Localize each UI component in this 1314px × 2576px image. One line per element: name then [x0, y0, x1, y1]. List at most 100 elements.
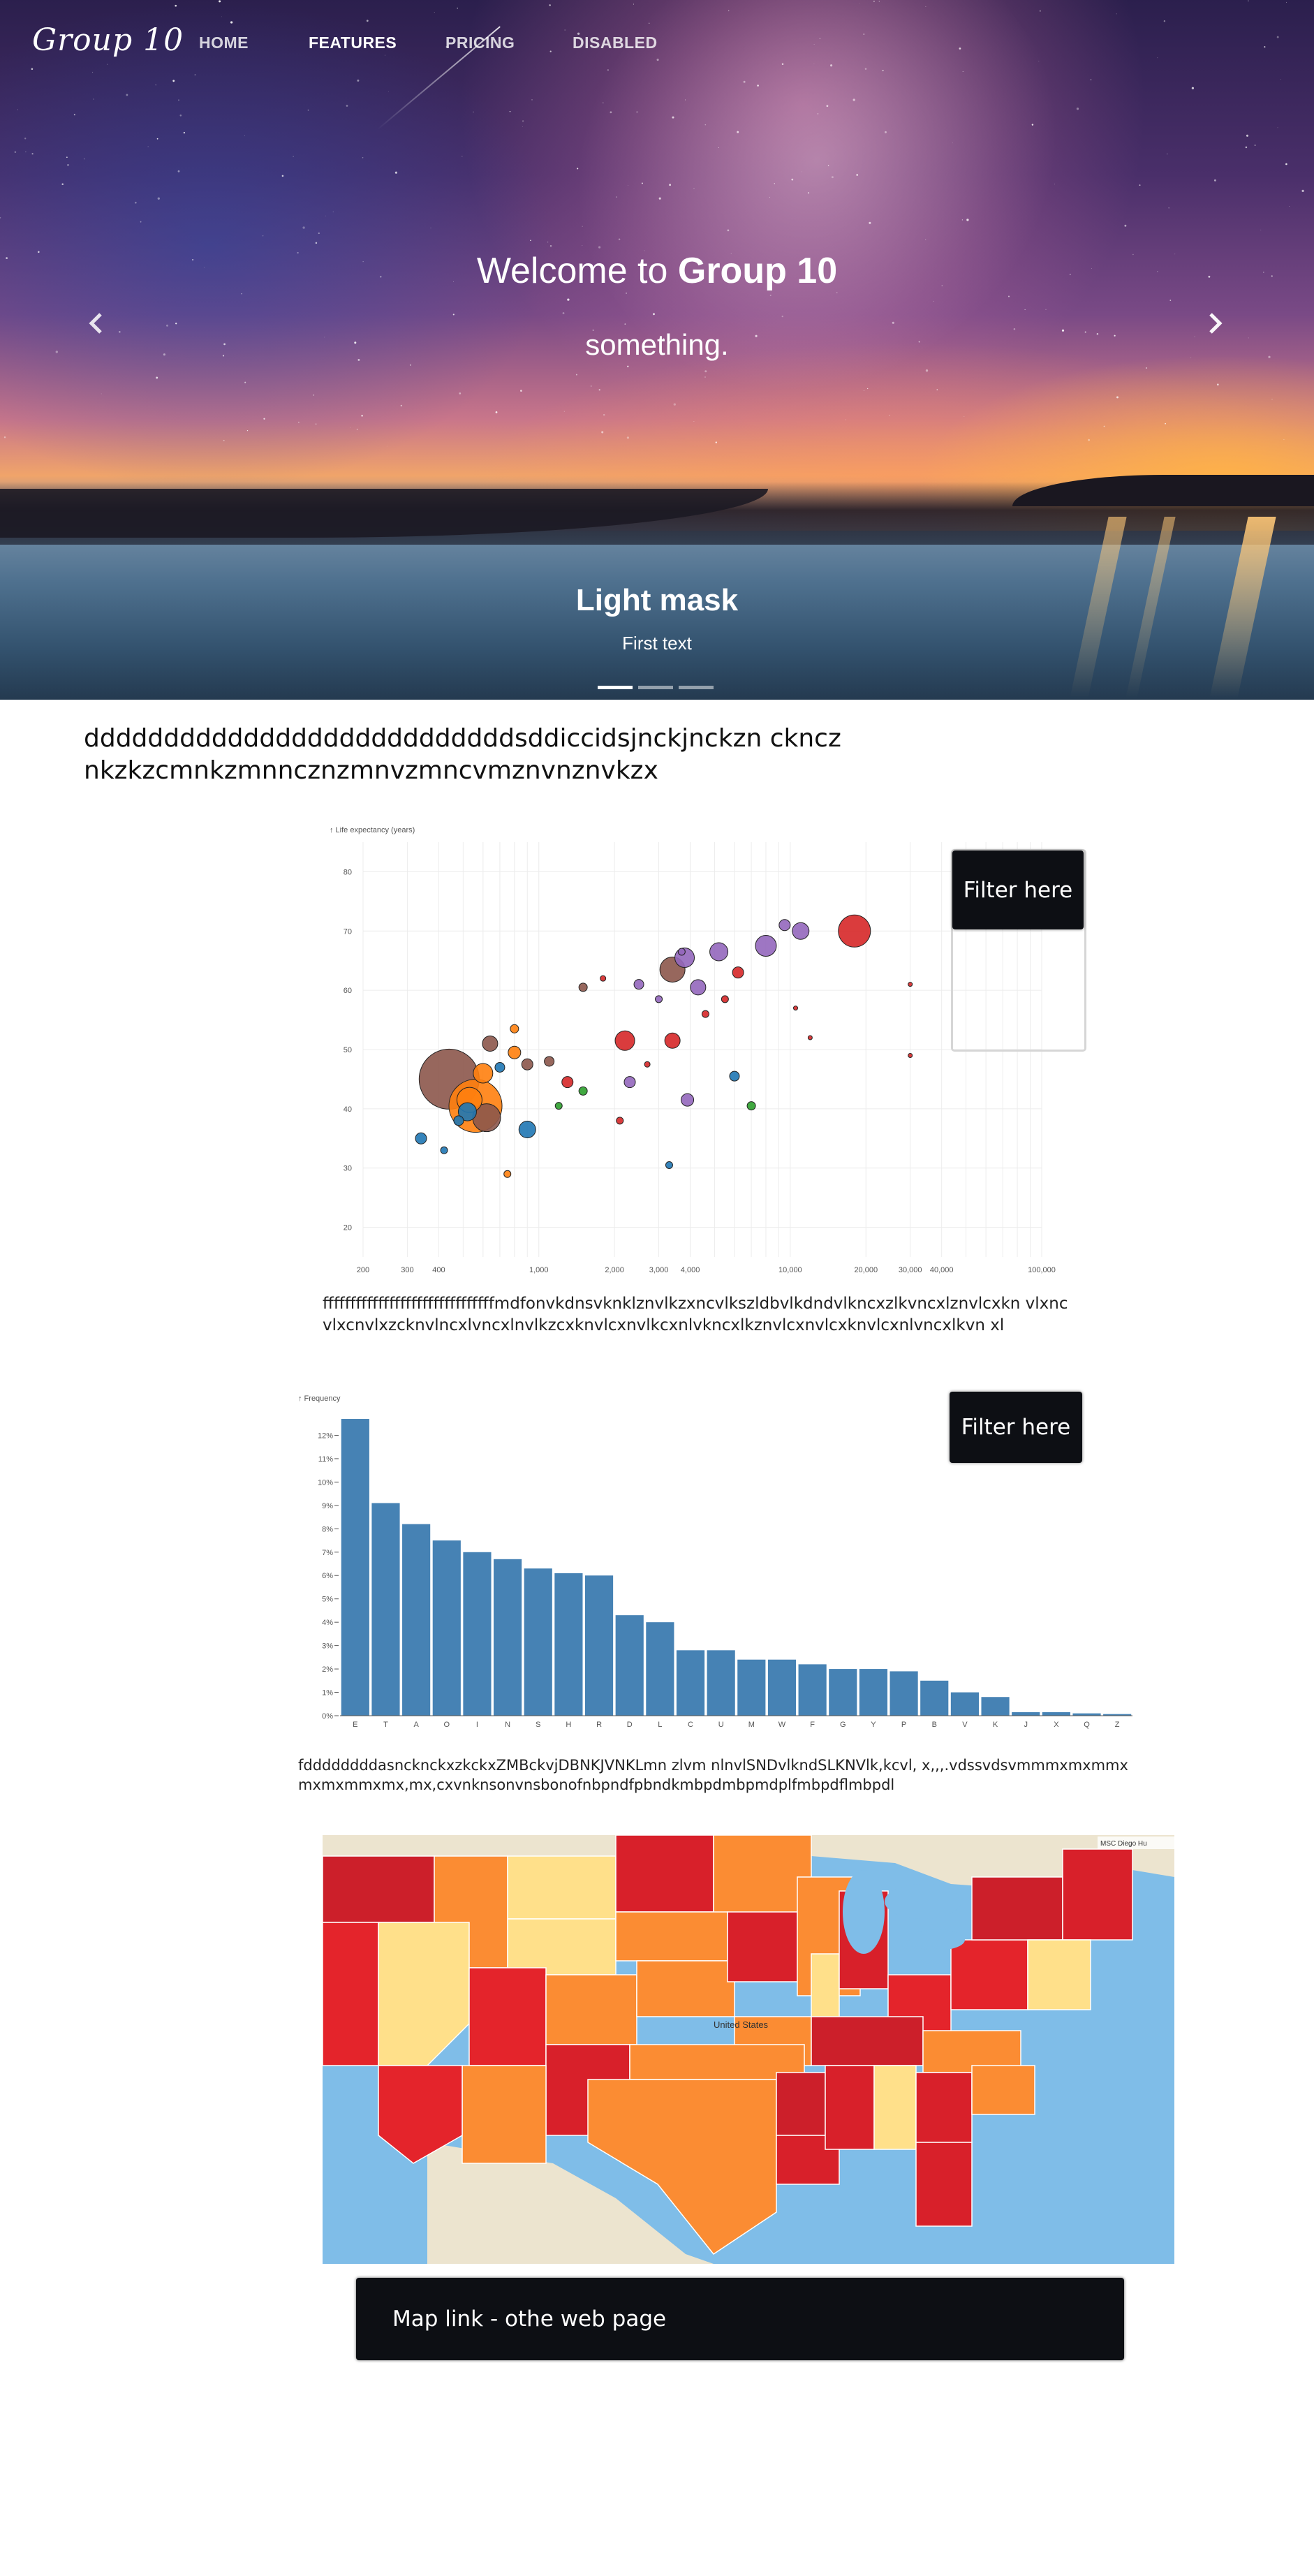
frequency-bar[interactable]	[524, 1568, 552, 1716]
frequency-bar[interactable]	[1103, 1714, 1132, 1716]
frequency-bar[interactable]	[767, 1659, 797, 1716]
bubble-point[interactable]	[614, 1030, 635, 1051]
bubble-point[interactable]	[633, 979, 644, 990]
bubble-point[interactable]	[508, 1045, 522, 1059]
bubble-point[interactable]	[732, 966, 744, 979]
bubble-point[interactable]	[473, 1063, 494, 1084]
bubble-point[interactable]	[578, 982, 588, 992]
bubble-point[interactable]	[908, 1052, 913, 1058]
carousel-next-icon[interactable]	[1202, 311, 1226, 335]
frequency-bar[interactable]	[494, 1559, 522, 1716]
bubble-point[interactable]	[518, 1121, 536, 1139]
frequency-bar[interactable]	[950, 1692, 979, 1716]
bubble-point[interactable]	[721, 995, 729, 1003]
hero-carousel: Group 10 HOME FEATURES PRICING DISABLED …	[0, 0, 1314, 700]
bubble-point[interactable]	[701, 1010, 709, 1018]
frequency-bar[interactable]	[1042, 1712, 1070, 1716]
nav-features[interactable]: FEATURES	[309, 34, 397, 52]
frequency-bar[interactable]	[1072, 1713, 1101, 1716]
bubble-point[interactable]	[792, 922, 810, 940]
bubble-point[interactable]	[690, 979, 707, 996]
intro-paragraph: dddddddddddddddddddddddddddsddiccidsjnck…	[84, 724, 841, 785]
star	[882, 70, 884, 72]
x-tick-label: 1,000	[529, 1266, 549, 1274]
star	[1024, 309, 1026, 311]
y-tick-label: 11%	[318, 1455, 333, 1464]
bubble-point[interactable]	[544, 1056, 555, 1067]
bubble-point[interactable]	[457, 1102, 477, 1121]
bubble-point[interactable]	[681, 1093, 695, 1107]
bubble-point[interactable]	[664, 1032, 681, 1049]
filter-button-2[interactable]: Filter here	[950, 1392, 1082, 1463]
star	[961, 219, 964, 221]
bubble-point[interactable]	[453, 1115, 464, 1126]
carousel-indicator-2[interactable]	[638, 686, 673, 689]
star	[892, 321, 894, 324]
bubble-point[interactable]	[838, 914, 871, 948]
bubble-point[interactable]	[616, 1117, 624, 1125]
nav-home[interactable]: HOME	[199, 34, 249, 52]
bubble-point[interactable]	[510, 1024, 519, 1033]
frequency-bar[interactable]	[646, 1622, 674, 1716]
bubble-point[interactable]	[440, 1146, 448, 1154]
bubble-point[interactable]	[561, 1076, 574, 1089]
bubble-point[interactable]	[908, 982, 913, 987]
carousel-indicator-3[interactable]	[679, 686, 714, 689]
bubble-point[interactable]	[600, 975, 607, 982]
x-tick-label: 3,000	[649, 1266, 669, 1274]
frequency-bar[interactable]	[920, 1680, 949, 1716]
bubble-point[interactable]	[415, 1132, 427, 1145]
bubble-point[interactable]	[729, 1070, 740, 1082]
star	[1174, 253, 1176, 255]
carousel-indicator-1[interactable]	[598, 686, 633, 689]
bubble-point[interactable]	[578, 1086, 588, 1096]
frequency-bar[interactable]	[402, 1524, 431, 1716]
bubble-point[interactable]	[746, 1101, 756, 1111]
nav-disabled[interactable]: DISABLED	[573, 34, 658, 52]
bubble-point[interactable]	[709, 942, 729, 962]
bubble-point[interactable]	[494, 1061, 505, 1073]
star	[636, 111, 638, 113]
filter-button[interactable]: Filter here	[952, 851, 1084, 929]
frequency-bar[interactable]	[463, 1552, 492, 1716]
bubble-point[interactable]	[521, 1058, 533, 1070]
nav-pricing[interactable]: PRICING	[445, 34, 515, 52]
carousel-prev-icon[interactable]	[85, 311, 109, 335]
x-tick-label: P	[901, 1721, 906, 1729]
star	[31, 68, 34, 71]
bubble-point[interactable]	[677, 948, 686, 956]
bubble-point[interactable]	[792, 1006, 798, 1011]
bubble-point[interactable]	[665, 1161, 673, 1169]
bubble-point[interactable]	[554, 1102, 563, 1110]
frequency-bar[interactable]	[676, 1650, 705, 1716]
star	[663, 338, 665, 340]
frequency-bar[interactable]	[371, 1503, 400, 1716]
bubble-point[interactable]	[503, 1170, 512, 1178]
bubble-point[interactable]	[644, 1061, 651, 1068]
frequency-bar[interactable]	[432, 1540, 461, 1716]
frequency-bar[interactable]	[554, 1573, 583, 1716]
frequency-bar[interactable]	[889, 1671, 918, 1716]
bubble-point[interactable]	[807, 1035, 813, 1040]
brand-logo[interactable]: Group 10	[32, 22, 184, 58]
star	[302, 226, 305, 229]
star	[1076, 108, 1079, 110]
map-link-button[interactable]: Map link - othe web page	[356, 2278, 1124, 2360]
frequency-bar[interactable]	[584, 1575, 614, 1716]
frequency-bar[interactable]	[981, 1697, 1010, 1716]
bubble-point[interactable]	[655, 995, 663, 1003]
frequency-bar[interactable]	[341, 1419, 369, 1716]
frequency-bar[interactable]	[829, 1669, 857, 1716]
us-choropleth-map[interactable]: United States MSC Diego Hu	[323, 1835, 1174, 2264]
bubble-point[interactable]	[778, 919, 791, 932]
bubble-point[interactable]	[623, 1076, 636, 1089]
bubble-point[interactable]	[482, 1036, 499, 1052]
frequency-bar[interactable]	[798, 1664, 827, 1716]
frequency-bar[interactable]	[615, 1615, 644, 1716]
bubble-point[interactable]	[755, 935, 777, 957]
frequency-bar[interactable]	[707, 1650, 735, 1716]
star	[101, 393, 102, 395]
frequency-bar[interactable]	[737, 1659, 766, 1716]
frequency-bar[interactable]	[859, 1669, 888, 1716]
frequency-bar[interactable]	[1012, 1712, 1040, 1716]
